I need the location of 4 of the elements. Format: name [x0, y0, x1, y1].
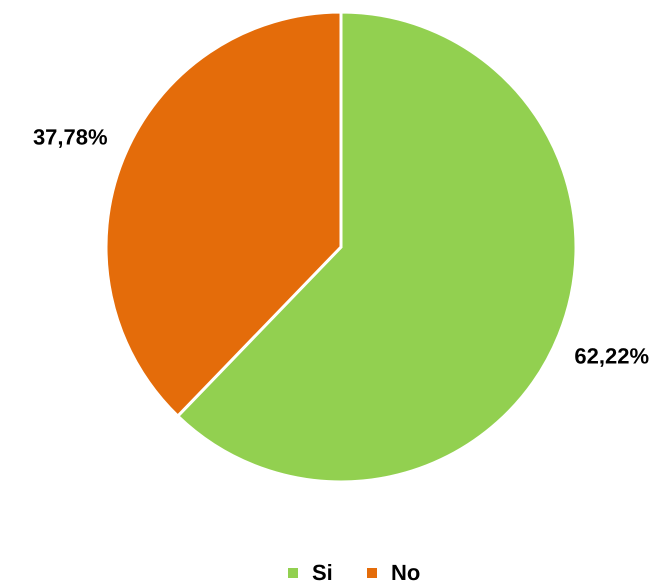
data-label: 62,22%	[574, 343, 650, 368]
data-label: 37,78%	[32, 124, 108, 150]
legend-label: No	[391, 560, 420, 584]
legend-label: Si	[312, 560, 333, 584]
